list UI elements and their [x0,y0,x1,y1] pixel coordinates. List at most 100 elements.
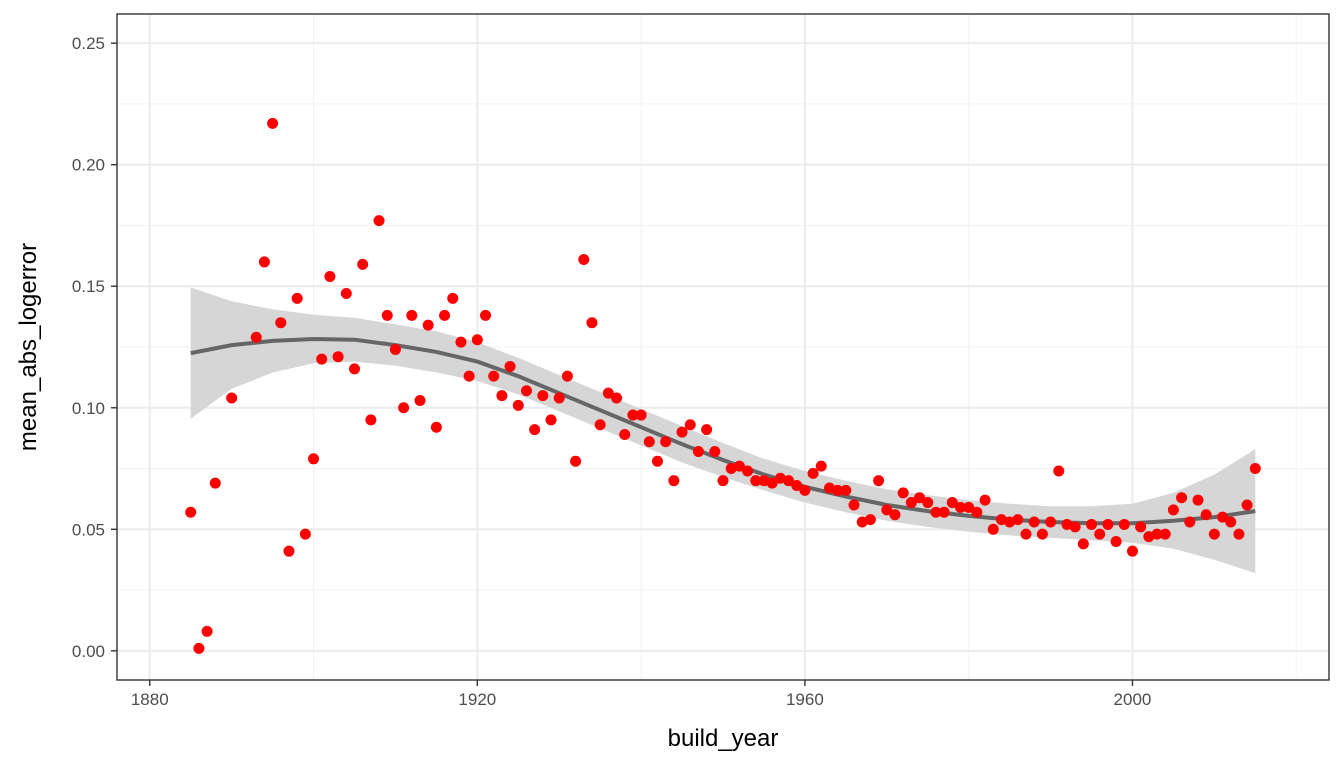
data-point [398,402,410,414]
data-point [1102,518,1114,530]
data-point [1069,521,1081,533]
data-point [209,477,221,489]
data-point [193,642,205,654]
data-point [889,509,901,521]
data-point [1110,535,1122,547]
data-point [864,514,876,526]
data-point [602,387,614,399]
data-point [258,256,270,268]
data-point [651,455,663,467]
data-point [275,317,287,329]
data-point [340,288,352,300]
data-point [365,414,377,426]
data-point [250,331,262,343]
data-point [897,487,909,499]
data-point [1028,516,1040,528]
x-axis-ticks: 1880 1920 1960 2000 [131,680,1151,709]
data-point [1233,528,1245,540]
data-point [840,484,852,496]
data-point [1126,545,1138,557]
data-point [316,353,328,365]
data-point [1225,516,1237,528]
plot-border [116,13,1330,681]
data-point [1249,463,1261,475]
data-point [954,501,966,513]
data-point [545,414,557,426]
data-point [553,392,565,404]
data-point [914,492,926,504]
data-point [1045,516,1057,528]
data-point [480,309,492,321]
data-point [381,309,393,321]
data-point [1167,504,1179,516]
data-point [1184,516,1196,528]
data-point [512,399,524,411]
data-point [881,504,893,516]
data-point [594,419,606,431]
data-point [791,480,803,492]
data-point [733,460,745,472]
data-point [905,497,917,509]
data-point [971,506,983,518]
data-point [1176,492,1188,504]
data-point [873,475,885,487]
y-axis-title: mean_abs_logerror [15,243,42,451]
data-point [267,117,279,129]
data-point [1077,538,1089,550]
y-tick-label: 0.00 [72,642,105,661]
data-point [1208,528,1220,540]
data-point [635,409,647,421]
data-point [570,455,582,467]
data-point [406,309,418,321]
data-point [742,465,754,477]
data-point [332,351,344,363]
data-point [201,625,213,637]
data-point [1118,518,1130,530]
x-tick-label: 1920 [458,690,496,709]
data-point [832,484,844,496]
data-point [1053,465,1065,477]
data-point [529,424,541,436]
x-tick-label: 1880 [131,690,169,709]
data-point [643,436,655,448]
data-point [455,336,467,348]
data-point [185,506,197,518]
data-point [619,429,631,441]
data-point [717,475,729,487]
data-point [668,475,680,487]
data-point [414,394,426,406]
data-point [422,319,434,331]
data-point [299,528,311,540]
data-point [357,258,369,270]
data-point [676,426,688,438]
data-point [1151,528,1163,540]
data-point [1200,509,1212,521]
y-tick-label: 0.05 [72,520,105,539]
data-point [1086,518,1098,530]
data-point [922,497,934,509]
data-point [586,317,598,329]
data-point [979,494,991,506]
data-point [660,436,672,448]
data-point [463,370,475,382]
data-point [520,385,532,397]
data-point [766,477,778,489]
data-point [1192,494,1204,506]
data-point [963,501,975,513]
data-point [488,370,500,382]
data-point [578,253,590,265]
data-point [496,390,508,402]
y-tick-label: 0.10 [72,399,105,418]
data-point [1217,511,1229,523]
data-point [807,467,819,479]
data-point [373,215,385,227]
y-axis-ticks: 0.00 0.05 0.10 0.15 0.20 0.25 [72,34,117,661]
data-point [692,446,704,458]
data-point [799,484,811,496]
data-point [537,390,549,402]
data-point [987,523,999,535]
data-point [1135,521,1147,533]
data-point [308,453,320,465]
data-point [291,292,303,304]
